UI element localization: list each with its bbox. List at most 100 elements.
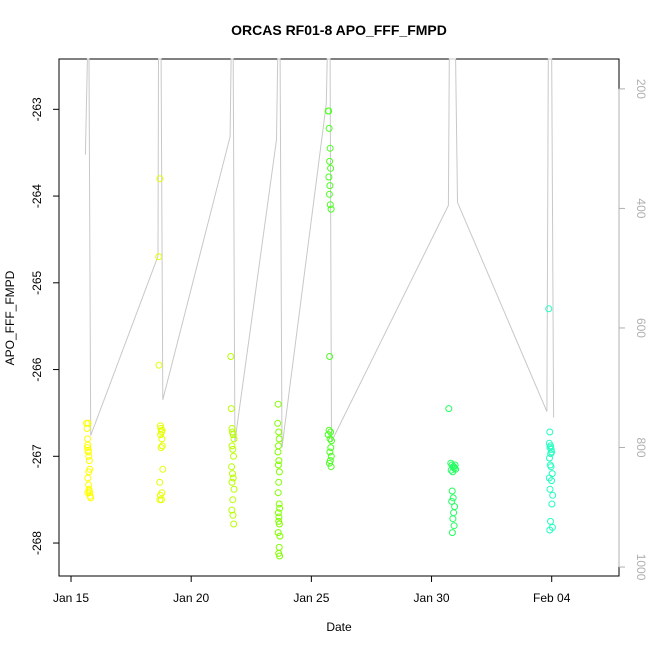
altitude-layer	[84, 58, 555, 448]
data-point	[326, 201, 334, 209]
data-point	[549, 491, 557, 499]
data-point	[274, 400, 282, 408]
data-point	[449, 494, 457, 502]
data-point	[275, 457, 283, 465]
series-5	[324, 107, 335, 471]
data-point	[548, 448, 556, 456]
data-point	[546, 485, 554, 493]
data-point	[450, 509, 458, 517]
y-axis-label: APO_FFF_FMPD	[3, 270, 17, 365]
data-point	[327, 444, 335, 452]
data-point	[325, 459, 333, 467]
series-7	[545, 305, 557, 534]
plot-frame	[58, 58, 620, 577]
data-point	[155, 361, 163, 369]
data-point	[325, 124, 333, 132]
data-point	[229, 474, 237, 482]
data-point	[227, 353, 235, 360]
data-point	[157, 444, 165, 452]
data-point	[326, 157, 334, 165]
y-tick-label: -265	[30, 270, 44, 294]
series-2	[155, 175, 167, 504]
data-point	[230, 435, 238, 443]
data-point	[326, 448, 334, 456]
y2-tick-label: 400	[634, 198, 648, 218]
x-tick-label: Jan 30	[414, 591, 450, 605]
data-point	[449, 468, 457, 476]
data-point	[548, 500, 556, 508]
data-point	[274, 442, 282, 450]
data-point	[275, 543, 283, 551]
data-point	[325, 426, 333, 434]
data-point	[84, 474, 92, 482]
data-point	[274, 448, 282, 456]
y2-tick-label: 1000	[634, 554, 648, 581]
y2-tick-label: 800	[634, 437, 648, 457]
data-point	[326, 144, 334, 152]
data-point	[274, 489, 282, 497]
data-point	[450, 463, 458, 471]
data-point	[547, 445, 555, 453]
data-point	[327, 164, 335, 172]
data-point	[445, 405, 453, 413]
data-point	[85, 468, 93, 476]
data-point	[157, 496, 165, 504]
data-point	[275, 513, 283, 521]
data-point	[274, 509, 282, 517]
series-1	[83, 419, 95, 502]
chart-title: ORCAS RF01-8 APO_FFF_FMPD	[231, 22, 447, 38]
data-point	[275, 435, 283, 443]
data-point	[275, 520, 283, 528]
data-point	[448, 487, 456, 495]
data-point	[547, 463, 555, 471]
data-point	[275, 428, 283, 436]
data-point	[87, 494, 95, 502]
data-point	[327, 452, 335, 460]
data-point	[228, 442, 236, 450]
data-point	[276, 552, 284, 560]
data-point	[85, 457, 93, 465]
data-point	[548, 477, 555, 485]
data-point	[324, 431, 332, 439]
data-point	[449, 515, 457, 523]
data-point	[546, 428, 554, 436]
data-point	[275, 478, 283, 486]
data-point	[84, 435, 92, 443]
y-tick-label: -264	[30, 184, 44, 208]
data-point	[158, 435, 166, 443]
data-point	[450, 522, 458, 530]
data-point	[547, 517, 554, 525]
data-point	[274, 529, 282, 537]
data-point	[448, 497, 456, 505]
data-point	[451, 503, 459, 511]
x-axis-label: Date	[326, 620, 352, 634]
data-point	[158, 442, 166, 450]
y-tick-label: -268	[30, 531, 44, 555]
data-point	[274, 461, 282, 469]
data-point	[155, 253, 163, 261]
x-tick-label: Jan 15	[53, 591, 89, 605]
data-point	[84, 489, 92, 497]
data-point	[229, 445, 237, 453]
data-point	[545, 305, 553, 313]
data-point	[229, 511, 237, 519]
data-point	[159, 465, 167, 473]
data-point	[274, 419, 282, 427]
data-point	[548, 470, 556, 478]
data-point	[229, 470, 236, 478]
data-point	[276, 504, 284, 512]
y-tick-label: -267	[30, 444, 44, 468]
data-point	[327, 205, 335, 213]
axes-layer: Jan 15 Jan 20 Jan 25 Jan 30 Feb 04 -263 -264 -2…	[30, 79, 648, 605]
series-6	[445, 405, 460, 537]
data-point	[328, 437, 335, 445]
altitude-line	[84, 58, 555, 448]
data-point	[85, 452, 93, 460]
data-point	[158, 426, 166, 434]
data-point	[546, 454, 553, 462]
data-point	[326, 435, 334, 443]
data-point	[227, 405, 235, 413]
data-point	[275, 468, 283, 476]
data-point	[325, 190, 333, 198]
data-point	[84, 448, 92, 456]
